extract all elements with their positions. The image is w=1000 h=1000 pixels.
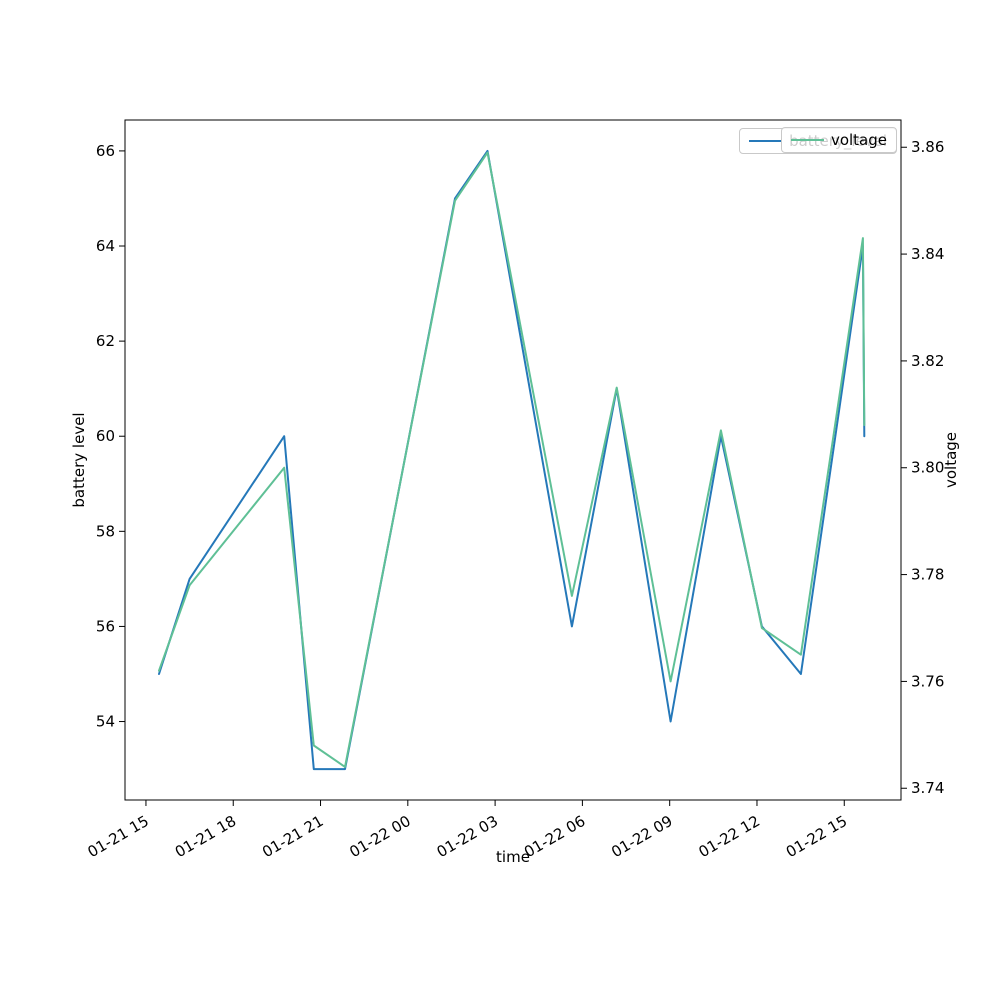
x-tick-label: 01-22 00	[346, 812, 413, 861]
y-right-tick-label: 3.76	[911, 672, 944, 690]
voltage-legend-line-icon	[790, 139, 824, 141]
x-axis-label: time	[496, 848, 530, 866]
y-right-tick-label: 3.86	[911, 138, 944, 156]
x-tick-label: 01-22 06	[521, 812, 588, 861]
x-tick-label: 01-22 03	[434, 812, 501, 861]
y-right-tick-label: 3.78	[911, 566, 944, 584]
y-left-tick-label: 64	[96, 237, 115, 255]
x-tick-label: 01-22 12	[696, 812, 763, 861]
y-left-tick-label: 66	[96, 142, 115, 160]
y-left-tick-label: 58	[96, 522, 115, 540]
y-left-tick-label: 54	[96, 713, 115, 731]
battery_level-line	[158, 149, 866, 771]
plot-frame	[124, 119, 902, 801]
y-left-tick-label: 62	[96, 332, 115, 350]
battery-level-legend-line-icon	[749, 140, 783, 142]
x-tick-label: 01-21 15	[85, 812, 152, 861]
x-tick-label: 01-22 15	[783, 812, 850, 861]
x-tick-label: 01-22 09	[608, 812, 675, 861]
y-right-tick-label: 3.74	[911, 779, 944, 797]
x-tick-label: 01-21 21	[259, 812, 326, 861]
legend-voltage: voltage	[780, 127, 897, 153]
y-left-tick-label: 60	[96, 427, 115, 445]
x-tick-label: 01-21 18	[172, 812, 239, 861]
y-right-tick-label: 3.82	[911, 352, 944, 370]
y-left-axis-label: battery level	[70, 412, 88, 507]
voltage-line	[158, 151, 866, 768]
y-left-tick-label: 56	[96, 617, 115, 635]
voltage-legend-label: voltage	[830, 131, 887, 149]
y-right-tick-label: 3.80	[911, 459, 944, 477]
y-right-axis-label: voltage	[942, 432, 960, 488]
y-right-tick-label: 3.84	[911, 245, 944, 263]
